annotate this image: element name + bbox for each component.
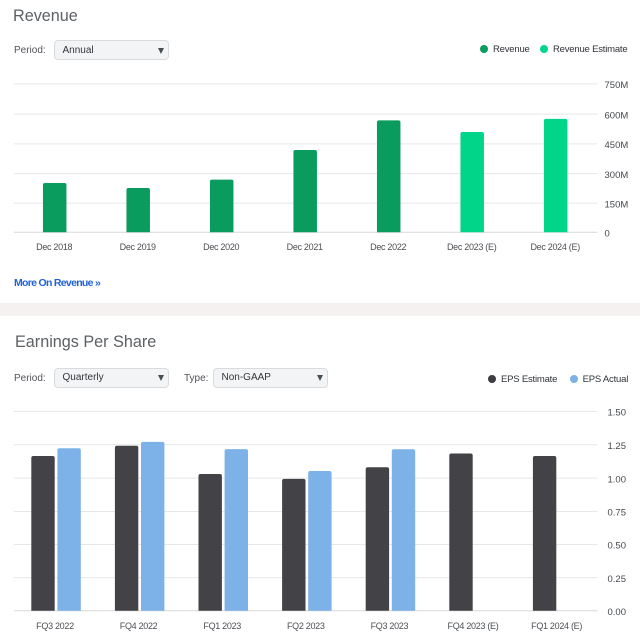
- svg-text:300M: 300M: [605, 170, 629, 181]
- svg-text:1.00: 1.00: [608, 474, 627, 485]
- svg-text:0.75: 0.75: [608, 508, 627, 519]
- svg-text:FQ1 2023: FQ1 2023: [203, 621, 241, 631]
- svg-text:FQ3 2022: FQ3 2022: [36, 621, 74, 631]
- svg-text:0.00: 0.00: [608, 607, 627, 618]
- svg-text:Dec 2021: Dec 2021: [287, 242, 323, 252]
- svg-text:Dec 2023 (E): Dec 2023 (E): [447, 242, 497, 252]
- svg-text:1.50: 1.50: [608, 408, 627, 419]
- svg-text:0.50: 0.50: [608, 541, 627, 552]
- svg-text:600M: 600M: [605, 110, 629, 121]
- svg-text:Dec 2022: Dec 2022: [370, 242, 406, 252]
- svg-text:FQ3 2023: FQ3 2023: [371, 621, 409, 631]
- svg-text:0.25: 0.25: [608, 574, 627, 585]
- svg-text:Dec 2019: Dec 2019: [120, 242, 156, 252]
- svg-text:450M: 450M: [605, 140, 629, 151]
- svg-text:FQ4 2023 (E): FQ4 2023 (E): [448, 621, 499, 631]
- svg-text:Dec 2024 (E): Dec 2024 (E): [530, 242, 580, 252]
- svg-text:1.25: 1.25: [608, 441, 627, 452]
- svg-text:FQ4 2022: FQ4 2022: [120, 621, 158, 631]
- svg-text:FQ1 2024 (E): FQ1 2024 (E): [531, 621, 582, 631]
- svg-text:FQ2 2023: FQ2 2023: [287, 621, 325, 631]
- svg-text:150M: 150M: [605, 199, 629, 210]
- svg-text:750M: 750M: [605, 80, 629, 91]
- svg-text:0: 0: [605, 229, 610, 240]
- svg-text:Dec 2018: Dec 2018: [36, 242, 72, 252]
- svg-text:Dec 2020: Dec 2020: [203, 242, 239, 252]
